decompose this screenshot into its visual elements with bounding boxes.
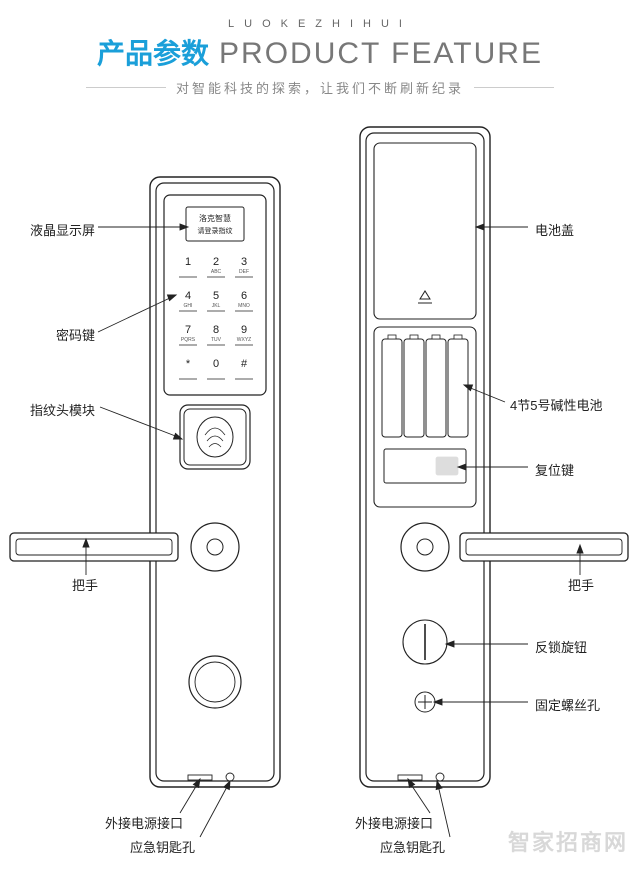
svg-text:#: # bbox=[241, 358, 248, 370]
svg-text:GHI: GHI bbox=[184, 303, 193, 309]
screen-line1: 洛克智慧 bbox=[199, 213, 231, 223]
sub-brand: LUOKEZHIHUI bbox=[0, 18, 640, 30]
svg-text:MNO: MNO bbox=[238, 303, 250, 309]
title-row: 产品参数 PRODUCT FEATURE bbox=[0, 32, 640, 72]
svg-text:PQRS: PQRS bbox=[181, 337, 196, 343]
tagline: 对智能科技的探索，让我们不断刷新纪录 bbox=[166, 78, 474, 97]
svg-text:2: 2 bbox=[213, 256, 219, 268]
lock-diagram-svg: 洛克智慧 请登录指纹 1 2ABC 3DEF 4GHI 5JKL 6MNO 7PQRS 8TU… bbox=[0, 97, 640, 867]
divider-left bbox=[86, 87, 166, 88]
svg-text:WXYZ: WXYZ bbox=[237, 337, 251, 343]
header: LUOKEZHIHUI 产品参数 PRODUCT FEATURE 对智能科技的探… bbox=[0, 0, 640, 97]
svg-text:5: 5 bbox=[213, 290, 219, 302]
title-en: PRODUCT FEATURE bbox=[219, 37, 543, 71]
title-cn: 产品参数 bbox=[97, 32, 209, 72]
svg-text:7: 7 bbox=[185, 324, 191, 336]
tagline-row: 对智能科技的探索，让我们不断刷新纪录 bbox=[0, 78, 640, 97]
watermark: 智家招商网 bbox=[508, 825, 628, 857]
svg-text:*: * bbox=[186, 358, 191, 370]
svg-text:8: 8 bbox=[213, 324, 219, 336]
svg-text:TUV: TUV bbox=[211, 337, 222, 343]
divider-right bbox=[474, 87, 554, 88]
svg-text:JKL: JKL bbox=[212, 303, 221, 309]
svg-text:9: 9 bbox=[241, 324, 247, 336]
svg-text:6: 6 bbox=[241, 290, 247, 302]
screen-line2: 请登录指纹 bbox=[198, 226, 233, 235]
svg-text:0: 0 bbox=[213, 358, 219, 370]
front-lock: 洛克智慧 请登录指纹 1 2ABC 3DEF 4GHI 5JKL 6MNO 7PQRS 8TU… bbox=[10, 177, 280, 787]
svg-text:1: 1 bbox=[185, 256, 191, 268]
diagram-stage: 液晶显示屏 密码键 指纹头模块 把手 外接电源接口 应急钥匙孔 电池盖 4节5号… bbox=[0, 97, 640, 867]
back-lock bbox=[360, 127, 628, 787]
svg-text:ABC: ABC bbox=[211, 269, 222, 275]
svg-text:DEF: DEF bbox=[239, 269, 249, 275]
svg-text:4: 4 bbox=[185, 290, 191, 302]
svg-text:3: 3 bbox=[241, 256, 247, 268]
